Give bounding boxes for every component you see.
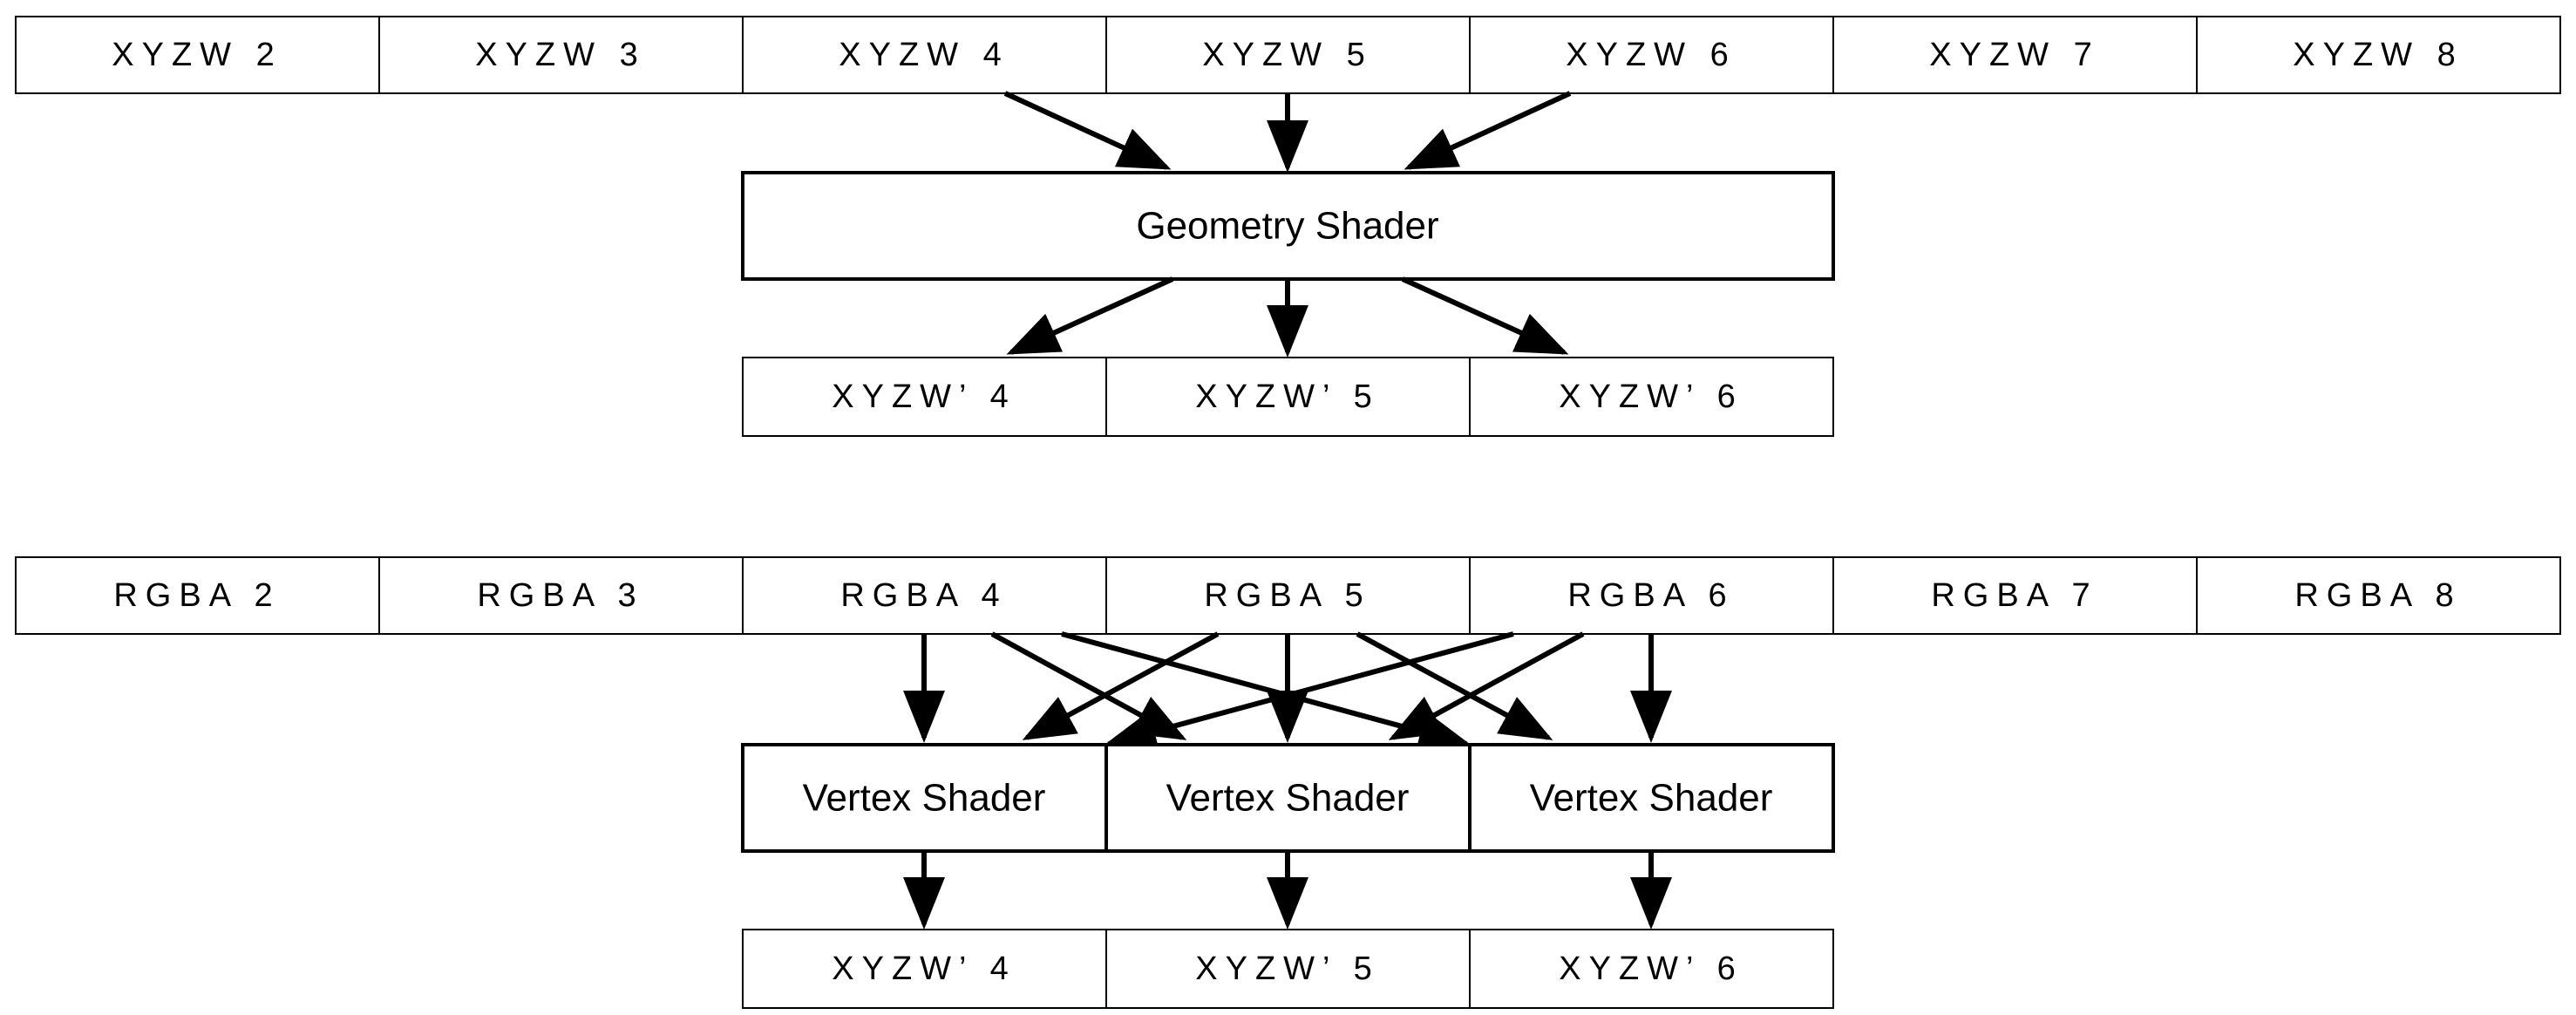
- color-cell-label: RGBA 8: [2294, 577, 2461, 614]
- geometry-output-label: XYZW’ 5: [1195, 378, 1380, 415]
- color-cell: RGBA 7: [1832, 556, 2198, 635]
- vertex-output-row: XYZW’ 4 XYZW’ 5 XYZW’ 6: [742, 929, 1834, 1009]
- geometry-output-arrows: [1006, 276, 1569, 358]
- vertex-output-cell: XYZW’ 5: [1105, 929, 1471, 1009]
- vertex-output-label: XYZW’ 4: [832, 950, 1016, 987]
- arrow: [1061, 631, 1472, 753]
- position-cell-label: XYZW 8: [2293, 37, 2463, 73]
- position-cell-label: XYZW 4: [839, 37, 1009, 73]
- position-cell: XYZW 8: [2196, 16, 2561, 94]
- vertex-shader-label: Vertex Shader: [803, 777, 1046, 820]
- color-cell-label: RGBA 5: [1204, 577, 1370, 614]
- color-cell: RGBA 3: [378, 556, 744, 635]
- color-cell: RGBA 5: [1105, 556, 1471, 635]
- vertex-shader-row: Vertex Shader Vertex Shader Vertex Shade…: [741, 743, 1835, 853]
- color-cell: RGBA 4: [742, 556, 1107, 635]
- color-cell-label: RGBA 2: [113, 577, 280, 614]
- position-cell-label: XYZW 7: [1929, 37, 2099, 73]
- position-cell-label: XYZW 3: [475, 37, 645, 73]
- vertex-shader-label: Vertex Shader: [1530, 777, 1773, 820]
- vertex-shader-box: Vertex Shader: [741, 743, 1108, 853]
- color-cell-label: RGBA 7: [1931, 577, 2097, 614]
- vertex-shader-label: Vertex Shader: [1166, 777, 1410, 820]
- color-cell: RGBA 8: [2196, 556, 2561, 635]
- vertex-input-arrows: [903, 631, 1672, 753]
- position-cell: XYZW 3: [378, 16, 744, 94]
- color-row: RGBA 2 RGBA 3 RGBA 4 RGBA 5 RGBA 6 RGBA …: [15, 556, 2561, 635]
- geometry-shader-box: Geometry Shader: [741, 171, 1835, 281]
- position-cell: XYZW 6: [1469, 16, 1834, 94]
- position-cell-label: XYZW 5: [1202, 37, 1372, 73]
- position-row: XYZW 2 XYZW 3 XYZW 4 XYZW 5 XYZW 6 XYZW …: [15, 16, 2561, 94]
- vertex-output-arrows: [903, 851, 1672, 930]
- vertex-shader-box: Vertex Shader: [1104, 743, 1472, 853]
- color-cell-label: RGBA 6: [1567, 577, 1734, 614]
- arrow: [1388, 631, 1585, 740]
- vertex-output-label: XYZW’ 5: [1195, 950, 1380, 987]
- color-cell: RGBA 6: [1469, 556, 1834, 635]
- arrow: [1356, 631, 1553, 740]
- vertex-output-cell: XYZW’ 6: [1469, 929, 1834, 1009]
- color-cell-label: RGBA 4: [840, 577, 1007, 614]
- geometry-output-cell: XYZW’ 5: [1105, 357, 1471, 437]
- vertex-shader-box: Vertex Shader: [1468, 743, 1835, 853]
- geometry-output-row: XYZW’ 4 XYZW’ 5 XYZW’ 6: [742, 357, 1834, 437]
- geometry-shader-label: Geometry Shader: [1136, 205, 1438, 248]
- color-cell-label: RGBA 3: [477, 577, 643, 614]
- arrow: [1022, 631, 1220, 740]
- geometry-input-arrows: [1003, 91, 1572, 173]
- geometry-output-label: XYZW’ 4: [832, 378, 1016, 415]
- position-cell: XYZW 7: [1832, 16, 2198, 94]
- vertex-output-label: XYZW’ 6: [1559, 950, 1743, 987]
- vertex-output-cell: XYZW’ 4: [742, 929, 1107, 1009]
- arrow: [1006, 276, 1174, 355]
- position-cell: XYZW 4: [742, 16, 1107, 94]
- position-cell-label: XYZW 2: [112, 37, 282, 73]
- arrow: [1003, 91, 1172, 170]
- geometry-output-label: XYZW’ 6: [1559, 378, 1743, 415]
- position-cell-label: XYZW 6: [1566, 37, 1736, 73]
- arrow: [990, 631, 1187, 740]
- arrow: [1404, 91, 1572, 170]
- arrow: [1104, 631, 1514, 753]
- color-cell: RGBA 2: [15, 556, 380, 635]
- geometry-output-cell: XYZW’ 4: [742, 357, 1107, 437]
- position-cell: XYZW 5: [1105, 16, 1471, 94]
- position-cell: XYZW 2: [15, 16, 380, 94]
- geometry-output-cell: XYZW’ 6: [1469, 357, 1834, 437]
- arrow: [1401, 276, 1569, 355]
